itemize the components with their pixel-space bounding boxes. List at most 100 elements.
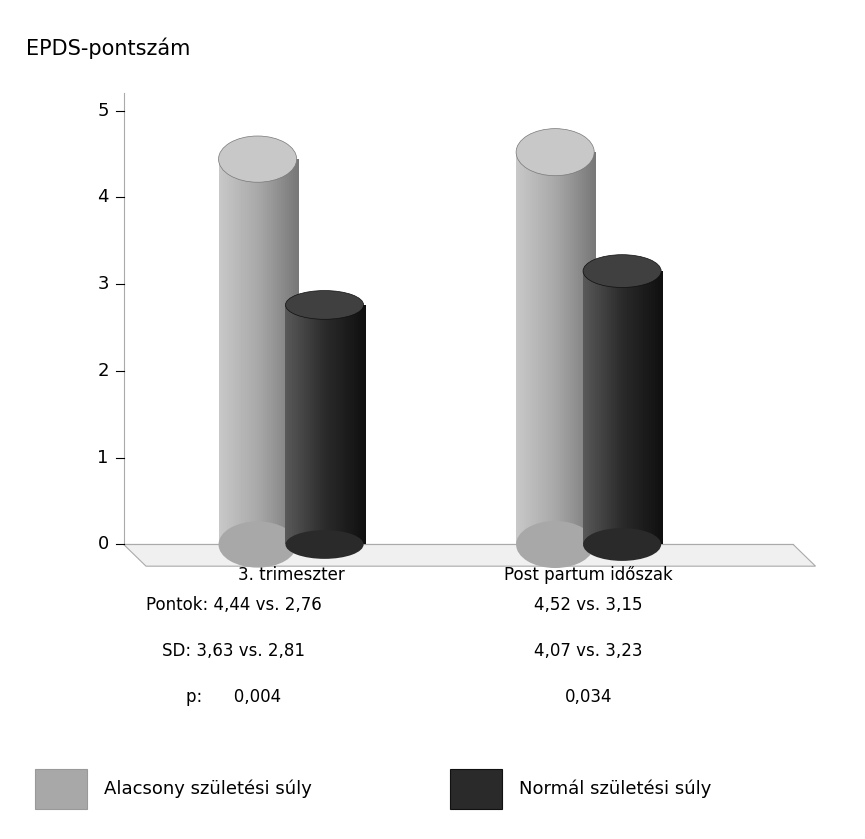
Ellipse shape [583,255,661,288]
Bar [292,305,293,545]
Bar [342,305,343,545]
Bar [242,159,245,545]
Text: p:      0,004: p: 0,004 [186,688,281,706]
Bar [348,305,349,545]
Bar [649,271,651,545]
Bar [253,159,254,545]
Bar [536,152,538,545]
Text: EPDS-pontszám: EPDS-pontszám [26,38,190,60]
Bar [354,305,356,545]
Bar [279,159,280,545]
Bar [299,305,302,545]
Bar [227,159,228,545]
Bar [254,159,257,545]
Ellipse shape [285,530,363,559]
Bar [572,152,574,545]
Bar [337,305,340,545]
Bar [621,271,623,545]
Bar [524,152,526,545]
Bar [260,159,263,545]
Bar [219,159,221,545]
Text: 3: 3 [98,275,109,293]
Bar [280,159,283,545]
Bar [578,152,580,545]
Bar [606,271,607,545]
Bar [587,271,589,545]
Bar [594,152,596,545]
Text: 4,07 vs. 3,23: 4,07 vs. 3,23 [534,642,643,659]
Bar [655,271,657,545]
Bar [597,271,599,545]
FancyBboxPatch shape [450,769,502,809]
Bar [277,159,279,545]
Bar [585,271,587,545]
Bar [568,152,570,545]
Ellipse shape [516,128,594,175]
Bar [292,159,295,545]
Bar [283,159,285,545]
Bar [291,159,292,545]
Bar [617,271,619,545]
Bar [308,305,310,545]
Bar [584,152,586,545]
Text: 5: 5 [98,102,109,119]
Bar [349,305,351,545]
Text: 0: 0 [98,535,109,554]
Bar [544,152,546,545]
Bar [530,152,532,545]
Bar [346,305,348,545]
Text: 4,52 vs. 3,15: 4,52 vs. 3,15 [534,596,643,613]
Bar [289,159,291,545]
Bar [534,152,536,545]
Text: Pontok: 4,44 vs. 2,76: Pontok: 4,44 vs. 2,76 [145,596,322,613]
Bar [611,271,613,545]
Bar [248,159,251,545]
Bar [633,271,635,545]
Bar [619,271,621,545]
Bar [319,305,322,545]
Bar [542,152,544,545]
Bar [609,271,611,545]
Bar [574,152,576,545]
Bar [305,305,308,545]
Bar [627,271,629,545]
Bar [657,271,659,545]
Bar [631,271,633,545]
Bar [647,271,649,545]
Bar [236,159,239,545]
Bar [287,305,290,545]
Bar [322,305,324,545]
Ellipse shape [583,528,661,561]
Bar [222,159,225,545]
Bar [554,152,556,545]
Bar [552,152,554,545]
Bar [343,305,346,545]
Bar [601,271,603,545]
Bar [529,152,530,545]
Bar [285,159,286,545]
Bar [228,159,231,545]
Bar [659,271,661,545]
Bar [331,305,334,545]
Bar [290,305,292,545]
Bar [302,305,304,545]
Bar [540,152,542,545]
Bar [240,159,242,545]
Bar [356,305,357,545]
Bar [266,159,269,545]
Bar [641,271,644,545]
Bar [651,271,653,545]
Bar [639,271,641,545]
Bar [644,271,645,545]
Bar [293,305,296,545]
Text: SD: 3,63 vs. 2,81: SD: 3,63 vs. 2,81 [162,642,305,659]
Text: Post partum időszak: Post partum időszak [504,566,673,584]
Ellipse shape [219,136,297,182]
Bar [362,305,363,545]
Text: Normál születési súly: Normál születési súly [519,779,711,798]
Text: 2: 2 [98,362,109,380]
Polygon shape [124,545,816,566]
Bar [638,271,639,545]
Bar [325,305,328,545]
Text: 4: 4 [98,188,109,206]
